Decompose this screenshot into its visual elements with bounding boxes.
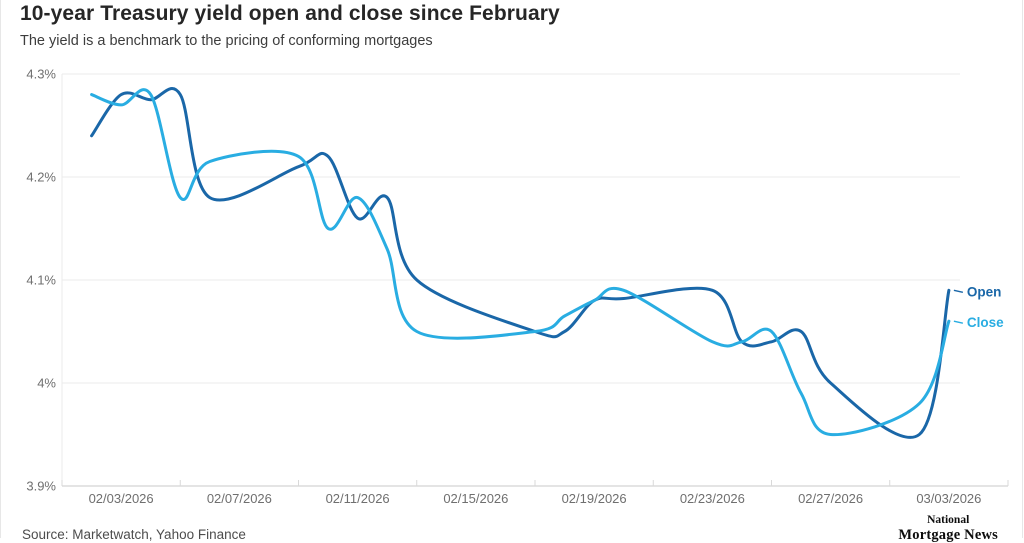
page-right-border <box>1022 0 1023 538</box>
logo-line-2: Mortgage News <box>898 526 998 543</box>
y-tick-label: 4.2% <box>26 170 56 185</box>
close-series-line <box>90 88 951 437</box>
logo-line-1: National <box>927 514 970 526</box>
chart-title: 10-year Treasury yield open and close si… <box>20 2 560 25</box>
open-label-connector <box>953 289 964 294</box>
close-label-connector <box>953 320 964 324</box>
x-tick-label: 02/27/2026 <box>798 491 863 506</box>
x-tick-label: 02/07/2026 <box>207 491 272 506</box>
x-tick-label: 03/03/2026 <box>916 491 981 506</box>
x-tick-label: 02/03/2026 <box>89 491 154 506</box>
open-series-line <box>90 87 951 439</box>
x-axis-ticks <box>61 480 1009 486</box>
page-left-border <box>0 0 1 538</box>
y-tick-label: 3.9% <box>26 479 56 494</box>
y-tick-label: 4.3% <box>26 67 56 82</box>
x-tick-label: 02/19/2026 <box>562 491 627 506</box>
x-axis-labels: 02/03/2026 02/07/2026 02/11/2026 02/15/2026… <box>89 491 982 506</box>
chart-subtitle: The yield is a benchmark to the pricing … <box>20 33 433 49</box>
x-tick-label: 02/15/2026 <box>443 491 508 506</box>
x-tick-label: 02/11/2026 <box>326 491 390 506</box>
source-note: Source: Marketwatch, Yahoo Finance <box>22 527 246 542</box>
gridlines <box>61 73 1008 487</box>
open-series-label: Open <box>967 284 1002 299</box>
close-series-label: Close <box>967 315 1004 330</box>
x-tick-label: 02/23/2026 <box>680 491 745 506</box>
y-tick-label: 4.1% <box>26 273 56 288</box>
y-axis-labels: 4.3% 4.2% 4.1% 4% 3.9% <box>26 67 56 494</box>
y-tick-label: 4% <box>37 376 56 391</box>
